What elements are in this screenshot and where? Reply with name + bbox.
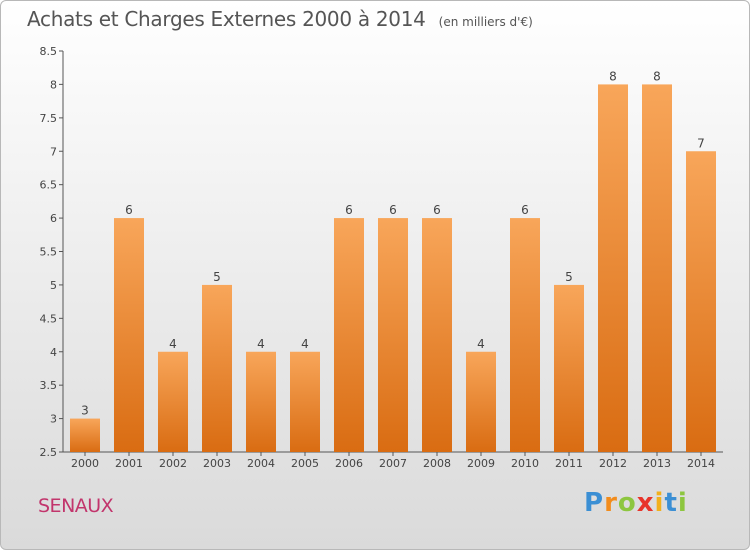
- bar-2007: [378, 218, 408, 452]
- chart-unit: (en milliers d'€): [438, 15, 533, 29]
- bar-2014: [686, 151, 716, 452]
- chart-title: Achats et Charges Externes 2000 à 2014: [27, 7, 426, 31]
- bar-2003: [202, 284, 232, 452]
- y-tick-label: 6.5: [40, 179, 58, 192]
- bar-2006: [334, 218, 364, 452]
- data-label-2013: 8: [653, 69, 661, 83]
- logo-letter: r: [604, 488, 618, 518]
- y-tick-label: 3.5: [40, 379, 58, 392]
- data-label-2000: 3: [81, 404, 89, 418]
- y-tick-label: 6: [50, 212, 57, 225]
- bar-2004: [246, 351, 276, 452]
- x-tick-label: 2011: [555, 457, 583, 470]
- y-tick-label: 5.5: [40, 246, 58, 259]
- bar-2012: [598, 84, 628, 453]
- bar-2008: [422, 218, 452, 452]
- bars: [70, 84, 716, 453]
- bar-2013: [642, 84, 672, 453]
- data-label-2011: 5: [565, 270, 573, 284]
- y-tick-label: 8.5: [40, 45, 58, 58]
- data-label-2008: 6: [433, 203, 441, 217]
- x-tick-label: 2008: [423, 457, 451, 470]
- data-label-2010: 6: [521, 203, 529, 217]
- data-label-2001: 6: [125, 203, 133, 217]
- data-label-2009: 4: [477, 337, 485, 351]
- data-labels: 3 6 4 5 4 4 6 6 6 4 6 5 8 8 7: [81, 69, 705, 417]
- proxiti-logo: Proxiti: [584, 488, 688, 518]
- logo-letter: i: [677, 488, 688, 518]
- commune-name: SENAUX: [38, 495, 114, 517]
- y-tick-label: 4.5: [40, 312, 58, 325]
- logo-letter: o: [617, 488, 637, 518]
- y-tick-label: 2.5: [40, 446, 58, 459]
- data-label-2006: 6: [345, 203, 353, 217]
- x-tick-label: 2001: [115, 457, 143, 470]
- x-tick-label: 2014: [687, 457, 715, 470]
- y-tick-label: 3: [50, 413, 57, 426]
- x-tick-label: 2000: [71, 457, 99, 470]
- data-label-2005: 4: [301, 337, 309, 351]
- data-label-2014: 7: [697, 136, 705, 150]
- bar-2000: [70, 418, 100, 452]
- logo-letter: x: [636, 488, 655, 518]
- x-tick-label: 2005: [291, 457, 319, 470]
- data-label-2004: 4: [257, 337, 265, 351]
- y-tick-label: 7: [50, 145, 57, 158]
- bar-2001: [114, 218, 144, 452]
- y-tick-label: 5: [50, 279, 57, 292]
- x-tick-label: 2012: [599, 457, 627, 470]
- x-tick-label: 2013: [643, 457, 671, 470]
- x-tick-label: 2007: [379, 457, 407, 470]
- data-label-2003: 5: [213, 270, 221, 284]
- data-label-2007: 6: [389, 203, 397, 217]
- y-tick-label: 7.5: [40, 112, 58, 125]
- x-tick-label: 2009: [467, 457, 495, 470]
- bar-2010: [510, 218, 540, 452]
- logo-letter: t: [664, 488, 678, 518]
- bar-2011: [554, 284, 584, 452]
- bar-2005: [290, 351, 320, 452]
- axes: 2.5 3 3.5 4 4.5 5 5.5 6 6.5 7 7.5 8 8.5 2000 2001 2002 2…: [40, 45, 723, 470]
- x-tick-label: 2010: [511, 457, 539, 470]
- y-tick-label: 4: [50, 346, 57, 359]
- bar-2009: [466, 351, 496, 452]
- x-tick-label: 2004: [247, 457, 275, 470]
- logo-letter: P: [584, 488, 605, 518]
- y-tick-label: 8: [50, 78, 57, 91]
- x-tick-label: 2006: [335, 457, 363, 470]
- x-tick-label: 2002: [159, 457, 187, 470]
- data-label-2012: 8: [609, 69, 617, 83]
- x-tick-label: 2003: [203, 457, 231, 470]
- data-label-2002: 4: [169, 337, 177, 351]
- title-row: Achats et Charges Externes 2000 à 2014 (…: [27, 7, 533, 31]
- logo-letter: i: [654, 488, 665, 518]
- bar-2002: [158, 351, 188, 452]
